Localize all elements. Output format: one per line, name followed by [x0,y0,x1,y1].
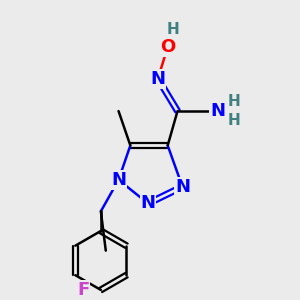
Text: F: F [77,281,89,299]
Text: N: N [175,178,190,196]
Text: N: N [210,102,225,120]
Text: N: N [111,171,126,189]
Text: H: H [227,113,240,128]
Text: H: H [166,22,179,37]
Text: O: O [160,38,175,56]
Text: N: N [150,70,165,88]
Text: N: N [140,194,155,212]
Text: H: H [227,94,240,109]
